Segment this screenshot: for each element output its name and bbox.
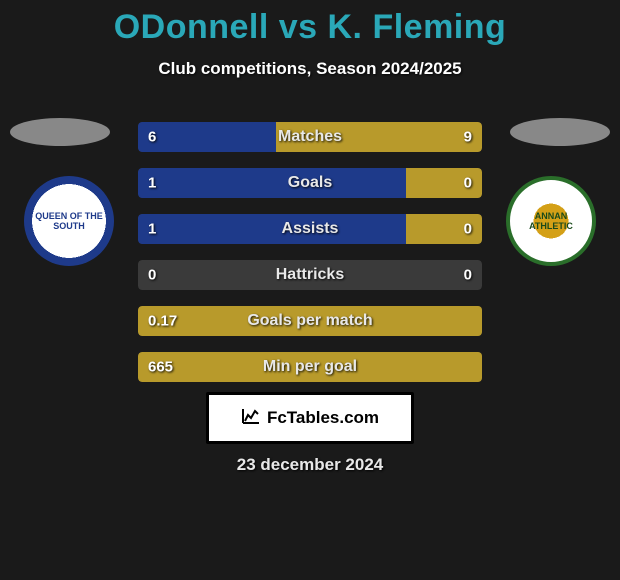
player-right-shadow — [510, 118, 610, 146]
stat-row: Goals1 0 — [138, 168, 482, 198]
stat-left-value: 0.17 — [148, 313, 177, 330]
badge-right-text: ANNAN ATHLETIC — [510, 207, 592, 235]
stat-row: Min per goal665 — [138, 352, 482, 382]
subtitle: Club competitions, Season 2024/2025 — [0, 59, 620, 79]
stat-right-value: 9 — [464, 129, 472, 146]
chart-icon — [241, 407, 261, 430]
stat-row: Goals per match0.17 — [138, 306, 482, 336]
stat-row: Assists1 0 — [138, 214, 482, 244]
stat-left-value: 665 — [148, 359, 173, 376]
stat-row: Matches6 9 — [138, 122, 482, 152]
stat-label: Matches — [138, 128, 482, 146]
stat-right-value: 0 — [464, 221, 472, 238]
player-right-badge: ANNAN ATHLETIC — [506, 176, 596, 266]
stat-left-value: 1 — [148, 175, 156, 192]
stat-row: Hattricks0 0 — [138, 260, 482, 290]
stat-label: Min per goal — [138, 358, 482, 376]
stat-right-value: 0 — [464, 175, 472, 192]
stat-right-value: 0 — [464, 267, 472, 284]
stat-left-value: 1 — [148, 221, 156, 238]
stat-left-value: 6 — [148, 129, 156, 146]
page-title: ODonnell vs K. Fleming — [0, 0, 620, 47]
stat-label: Goals per match — [138, 312, 482, 330]
stat-label: Assists — [138, 220, 482, 238]
player-left-badge: QUEEN OF THE SOUTH — [24, 176, 114, 266]
badge-left-text: QUEEN OF THE SOUTH — [24, 207, 114, 235]
player-left-shadow — [10, 118, 110, 146]
stat-label: Hattricks — [138, 266, 482, 284]
stat-label: Goals — [138, 174, 482, 192]
stat-left-value: 0 — [148, 267, 156, 284]
stats-bars: Matches69Goals10Assists10Hattricks00Goal… — [138, 122, 482, 398]
date-text: 23 december 2024 — [0, 455, 620, 475]
brand-text: FcTables.com — [267, 408, 379, 428]
brand-footer[interactable]: FcTables.com — [206, 392, 414, 444]
